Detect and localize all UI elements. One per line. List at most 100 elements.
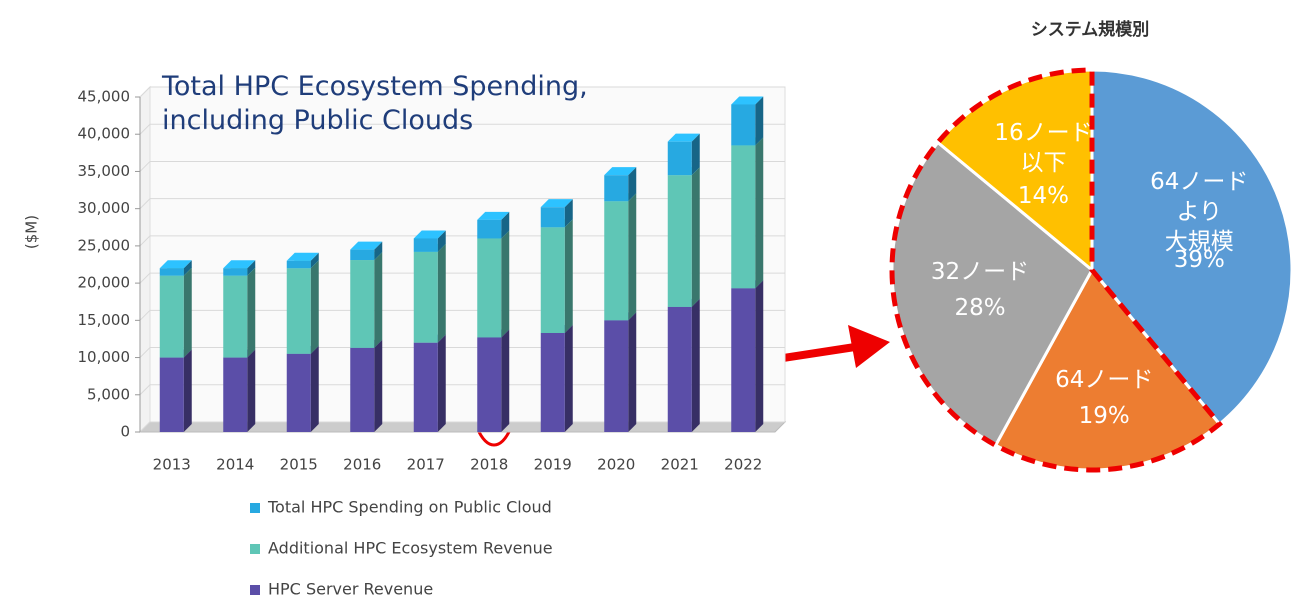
bar: [413, 238, 438, 252]
legend-swatch: [250, 544, 260, 554]
bar: [159, 268, 184, 276]
bar-title: Total HPC Ecosystem Spending, including …: [162, 71, 588, 136]
bar: [667, 141, 692, 176]
bar-side: [691, 133, 700, 176]
pie-title: システム規模別: [1031, 19, 1150, 40]
bar-side: [564, 324, 573, 432]
bar: [731, 288, 756, 432]
slice-value: 39%: [1173, 247, 1225, 274]
slice-value: 14%: [1017, 182, 1070, 209]
bar-side: [564, 219, 573, 333]
legend-swatch: [250, 503, 260, 513]
bar-side: [628, 193, 637, 321]
y-tick-label: 0: [120, 423, 130, 441]
slice-label: 64ノード: [1055, 367, 1154, 394]
bar: [604, 175, 629, 202]
y-tick-label: 40,000: [78, 125, 131, 143]
y-tick-label: 35,000: [78, 162, 131, 180]
bar-side: [628, 167, 637, 202]
bar-top: [350, 241, 383, 250]
x-tick-label: 2018: [470, 456, 508, 474]
bar: [159, 357, 184, 432]
bar: [350, 249, 375, 261]
bar-side: [374, 241, 383, 261]
bar: [413, 342, 438, 432]
bar-side: [310, 345, 319, 432]
bar-top: [477, 211, 510, 220]
bar-side: [183, 349, 192, 432]
bar-side: [501, 211, 510, 239]
x-tick-label: 2017: [407, 456, 445, 474]
bar-side: [755, 137, 764, 289]
bar: [667, 175, 692, 307]
slice-value: 19%: [1078, 403, 1130, 430]
bar: [477, 337, 502, 432]
highlight-outline: [889, 67, 1224, 473]
y-tick-label: 10,000: [78, 348, 131, 366]
y-tick-label: 15,000: [78, 311, 131, 329]
bar-side: [374, 252, 383, 348]
bar-side: [247, 267, 256, 358]
bar: [286, 268, 311, 354]
bar-side: [247, 260, 256, 276]
x-tick-label: 2020: [597, 456, 635, 474]
y-tick-label: 20,000: [78, 274, 131, 292]
slice-label: 64ノードより 大規模: [1150, 169, 1249, 256]
bar: [350, 260, 375, 348]
x-tick-label: 2019: [534, 456, 572, 474]
bar: [159, 275, 184, 358]
grid-line: [139, 347, 785, 358]
grid-line: [139, 86, 785, 98]
slice-label: 32ノード: [930, 259, 1030, 286]
bar: [540, 332, 565, 432]
bar-side: [310, 260, 319, 354]
x-tick-label: 2014: [216, 456, 254, 474]
bar-top: [413, 230, 446, 239]
bar-side: [501, 329, 510, 432]
side-wall: [139, 85, 151, 434]
y-axis-label: ($M): [23, 215, 41, 249]
grid-line: [139, 421, 785, 433]
bar: [477, 238, 502, 338]
grid-line: [139, 123, 785, 135]
bar: [604, 201, 629, 321]
bar-side: [501, 230, 510, 338]
legend-label: Total HPC Spending on Public Cloud: [267, 498, 552, 517]
legend-label: Additional HPC Ecosystem Revenue: [268, 539, 553, 558]
pie-slice: [890, 140, 1094, 448]
bar-side: [374, 339, 383, 432]
x-tick-label: 2016: [343, 456, 381, 474]
y-tick-label: 5,000: [87, 385, 130, 403]
grid-line: [139, 309, 785, 321]
bar: [604, 320, 629, 432]
pie-slice: [1090, 68, 1294, 427]
bar-top: [286, 252, 319, 261]
y-tick-label: 25,000: [78, 236, 131, 254]
bar: [540, 227, 565, 333]
y-tick-label: 30,000: [78, 199, 131, 217]
x-tick-label: 2021: [661, 456, 699, 474]
bar-side: [437, 230, 446, 252]
bar-side: [183, 267, 192, 358]
bar: [286, 260, 311, 269]
bar-side: [247, 349, 256, 432]
grid-line: [139, 198, 785, 210]
bar-side: [628, 312, 637, 432]
grid-line: [139, 272, 785, 284]
grid-line: [139, 235, 785, 247]
bar-top: [540, 199, 573, 208]
bar: [413, 251, 438, 343]
bar-side: [755, 280, 764, 432]
bar-top: [731, 96, 764, 105]
bar-side: [183, 260, 192, 276]
bar-side: [691, 167, 700, 307]
x-tick-label: 2013: [153, 456, 191, 474]
bar: [731, 104, 756, 146]
bar-top: [159, 260, 192, 269]
x-tick-label: 2022: [724, 456, 762, 474]
grid-line: [139, 160, 785, 172]
slice-value: 28%: [954, 295, 1006, 322]
bar: [667, 306, 692, 432]
